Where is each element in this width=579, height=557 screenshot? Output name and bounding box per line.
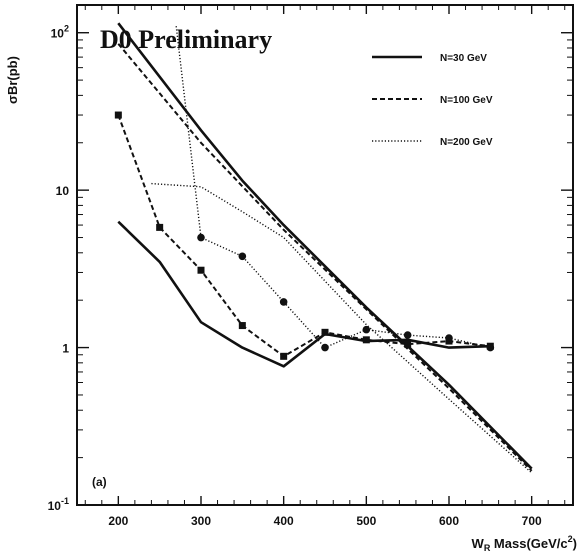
data-point — [279, 298, 288, 306]
data-point — [321, 343, 329, 352]
data-point — [197, 233, 205, 242]
legend-label: N=100 GeV — [440, 95, 493, 106]
x-tick-label: 200 — [108, 514, 128, 528]
y-tick-label: 10-1 — [48, 496, 69, 513]
data-point — [486, 343, 495, 352]
data-point — [238, 252, 247, 261]
data-point — [321, 328, 329, 336]
series-group — [117, 22, 533, 474]
y-tick-label: 1 — [62, 342, 69, 356]
data-point — [238, 322, 246, 330]
y-tick-label: 102 — [51, 24, 69, 41]
marker-group — [114, 111, 495, 360]
data-point — [404, 340, 412, 348]
y-tick-labels: 102 10 1 10-1 — [48, 24, 70, 513]
x-tick-label: 700 — [522, 514, 542, 528]
x-tick-labels: 200 300 400 500 600 700 — [108, 514, 542, 528]
data-point — [403, 331, 412, 339]
x-tick-label: 600 — [439, 514, 459, 528]
chart-title: D0 Preliminary — [100, 25, 272, 54]
plot-frame — [76, 4, 574, 506]
series-line-2 — [117, 114, 491, 358]
data-point — [445, 334, 453, 342]
y-axis-title: σBr(pb) — [5, 56, 20, 104]
series-line-6 — [151, 182, 533, 474]
series-line-4 — [117, 22, 533, 470]
data-point — [197, 266, 205, 274]
legend-label: N=200 GeV — [440, 137, 493, 148]
legend: N=30 GeV N=100 GeV N=200 GeV — [372, 53, 493, 148]
series-line-1 — [117, 220, 491, 368]
data-point — [280, 352, 288, 360]
data-point — [362, 336, 370, 344]
x-axis-title: WR Mass(GeV/c2) — [472, 534, 577, 553]
data-point — [362, 325, 371, 334]
data-point — [156, 223, 164, 231]
data-point — [114, 111, 122, 119]
y-tick-label: 10 — [56, 184, 70, 198]
legend-label: N=30 GeV — [440, 53, 487, 64]
x-tick-label: 400 — [274, 514, 294, 528]
series-line-3 — [175, 26, 491, 349]
x-tick-label: 500 — [356, 514, 376, 528]
series-line-5 — [117, 43, 533, 472]
x-tick-label: 300 — [191, 514, 211, 528]
panel-label: (a) — [92, 475, 107, 489]
